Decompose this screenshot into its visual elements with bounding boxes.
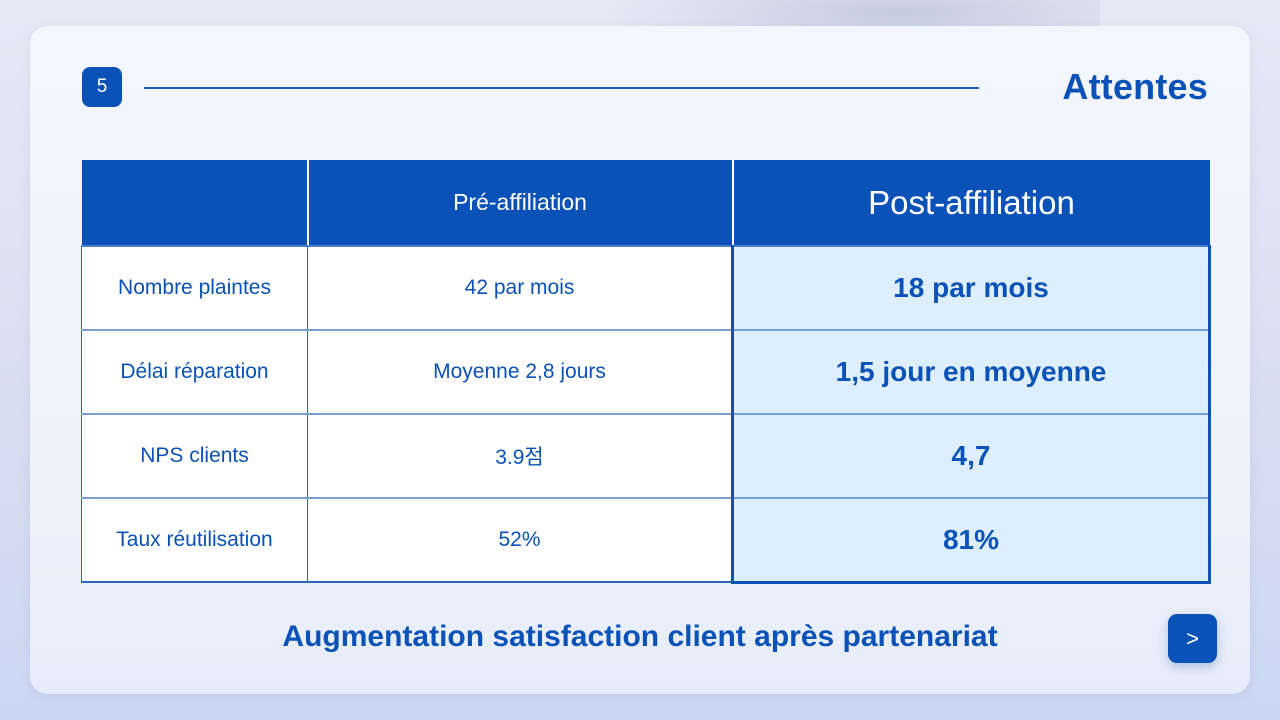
row-label: Taux réutilisation: [81, 497, 308, 583]
pre-value: 42 par mois: [307, 245, 733, 331]
row-label: Nombre plaintes: [81, 245, 308, 331]
slide-title: Attentes: [1062, 66, 1208, 107]
post-value: 1,5 jour en moyenne: [731, 329, 1211, 415]
table-header-row: Pré-affiliation Post-affiliation: [81, 160, 1210, 247]
pre-value: Moyenne 2,8 jours: [307, 329, 733, 415]
post-value: 4,7: [731, 413, 1211, 499]
slide-footer-caption: Augmentation satisfaction client après p…: [282, 620, 998, 653]
page-number-badge: 5: [82, 67, 122, 107]
header-pre-affiliation: Pré-affiliation: [307, 160, 734, 247]
pre-value: 52%: [307, 497, 733, 583]
pre-value: 3.9점: [307, 413, 733, 499]
row-label: Délai réparation: [81, 329, 308, 415]
next-slide-button[interactable]: >: [1168, 614, 1217, 663]
header-divider: [144, 87, 979, 89]
row-label: NPS clients: [81, 413, 308, 499]
table-row: NPS clients 3.9점 4,7: [81, 413, 1211, 499]
chevron-right-icon: >: [1186, 625, 1199, 651]
table-row: Délai réparation Moyenne 2,8 jours 1,5 j…: [81, 329, 1211, 415]
table-row: Taux réutilisation 52% 81%: [81, 497, 1211, 584]
post-value: 81%: [731, 497, 1211, 584]
post-value: 18 par mois: [731, 245, 1211, 331]
comparison-table: Pré-affiliation Post-affiliation Nombre …: [81, 160, 1211, 584]
header-post-affiliation: Post-affiliation: [732, 160, 1210, 247]
table-row: Nombre plaintes 42 par mois 18 par mois: [81, 245, 1211, 331]
header-empty: [81, 160, 309, 247]
